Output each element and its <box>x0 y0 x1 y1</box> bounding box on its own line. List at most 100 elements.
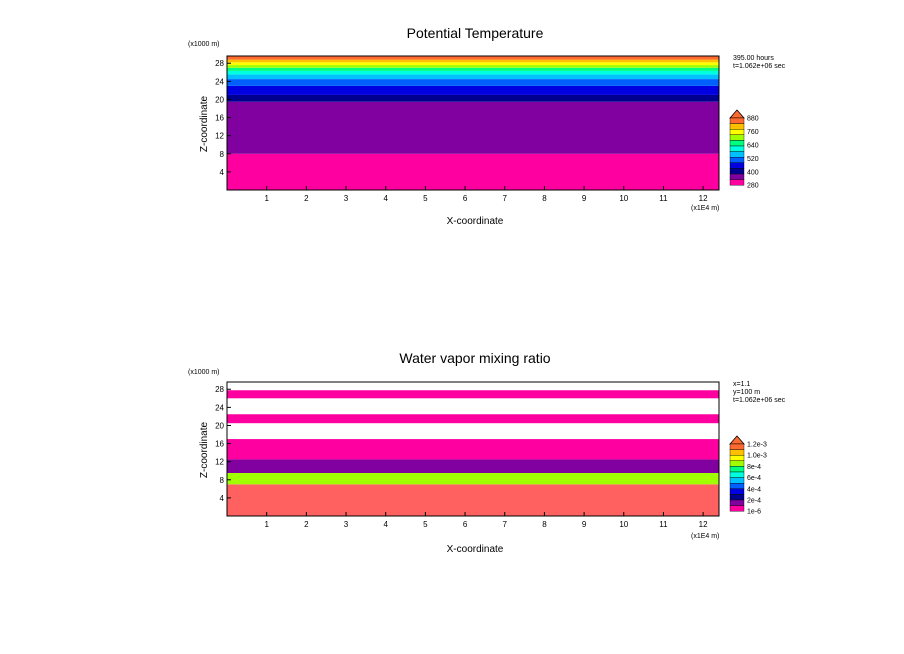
x-unit-label: (x1E4 m) <box>691 205 719 212</box>
contour-band <box>227 484 719 516</box>
info-line-2: y=100 m <box>733 389 760 396</box>
colorbar-label: 760 <box>747 129 759 136</box>
contour-band <box>227 65 719 68</box>
colorbar-legend: 880 760 640 520 400 280 <box>729 109 759 190</box>
x-tick-label: 3 <box>344 520 349 529</box>
x-axis-label: X-coordinate <box>447 544 504 555</box>
colorbar-label: 640 <box>747 142 759 149</box>
colorbar-swatch <box>729 460 745 467</box>
colorbar-swatch <box>729 134 745 141</box>
contour-band <box>227 390 719 399</box>
info-line-1: x=1.1 <box>733 381 750 388</box>
y-tick-label: 28 <box>215 59 224 68</box>
panel-water-vapor: Water vapor mixing ratio (x1000 m) x=1.1… <box>188 350 786 555</box>
chart-title: Potential Temperature <box>407 25 544 41</box>
colorbar-label: 4e-4 <box>747 486 761 493</box>
y-axis-label: Z-coordinate <box>199 421 210 478</box>
colorbar-label: 6e-4 <box>747 475 761 482</box>
colorbar-legend: 1.2e-3 1.0e-3 8e-4 6e-4 4e-4 2e-4 1e-6 <box>729 435 767 516</box>
y-tick-label: 20 <box>215 95 224 104</box>
colorbar-swatch <box>729 117 745 124</box>
colorbar-swatch <box>729 449 745 456</box>
x-tick-label: 6 <box>463 194 468 203</box>
colorbar-label: 1.2e-3 <box>747 442 767 449</box>
colorbar-label: 400 <box>747 169 759 176</box>
y-tick-label: 12 <box>215 458 224 467</box>
colorbar-swatch <box>729 505 745 512</box>
colorbar-swatch <box>729 145 745 152</box>
y-tick-label: 12 <box>215 132 224 141</box>
plot-frame <box>226 55 720 191</box>
x-tick-label: 7 <box>503 520 508 529</box>
panel-potential-temperature: Potential Temperature (x1000 m) 395.00 h… <box>188 25 786 227</box>
x-tick-label: 9 <box>582 194 587 203</box>
colorbar-swatch <box>729 140 745 147</box>
x-tick-label: 11 <box>659 520 668 529</box>
colorbar-arrow <box>729 435 745 445</box>
y-tick-label: 8 <box>220 150 225 159</box>
colorbar-swatch <box>729 466 745 473</box>
colorbar-swatch <box>729 477 745 484</box>
y-unit-label: (x1000 m) <box>188 41 220 48</box>
colorbar-swatch <box>729 162 745 169</box>
x-tick-label: 12 <box>699 194 708 203</box>
x-axis-label: X-coordinate <box>447 216 504 227</box>
x-tick-label: 1 <box>264 194 269 203</box>
colorbar-swatch <box>729 151 745 158</box>
x-tick-label: 8 <box>542 194 547 203</box>
contour-band <box>227 439 719 460</box>
y-unit-label: (x1000 m) <box>188 369 220 376</box>
x-tick-label: 10 <box>619 194 628 203</box>
x-tick-label: 8 <box>542 520 547 529</box>
info-line-2: t=1.062e+06 sec <box>733 63 786 70</box>
colorbar-label: 8e-4 <box>747 464 761 471</box>
contour-band <box>227 423 719 440</box>
y-tick-label: 24 <box>215 403 224 412</box>
y-tick-label: 28 <box>215 385 224 394</box>
colorbar-label: 1e-6 <box>747 509 761 516</box>
contour-band <box>227 398 719 415</box>
colorbar-label: 520 <box>747 156 759 163</box>
contour-band <box>227 85 719 95</box>
y-tick-label: 4 <box>220 494 225 503</box>
contour-band <box>227 56 719 60</box>
contour-band <box>227 101 719 154</box>
contour-band <box>227 70 719 75</box>
contour-band <box>227 79 719 86</box>
contour-band <box>227 74 719 80</box>
info-line-1: 395.00 hours <box>733 55 774 62</box>
colorbar-label: 1.0e-3 <box>747 453 767 460</box>
colorbar-swatch <box>729 123 745 130</box>
plot-frame <box>226 381 720 517</box>
x-tick-label: 5 <box>423 520 428 529</box>
y-tick-label: 16 <box>215 114 224 123</box>
x-tick-label: 4 <box>383 194 388 203</box>
x-tick-label: 9 <box>582 520 587 529</box>
colorbar-swatch <box>729 455 745 462</box>
info-line-3: t=1.062e+06 sec <box>733 397 786 404</box>
contour-band <box>227 67 719 71</box>
colorbar-swatch <box>729 471 745 478</box>
y-tick-label: 24 <box>215 77 224 86</box>
y-axis-label: Z-coordinate <box>199 95 210 152</box>
colorbar-swatch <box>729 443 745 450</box>
x-tick-label: 5 <box>423 194 428 203</box>
colorbar-swatch <box>729 168 745 175</box>
y-tick-label: 16 <box>215 440 224 449</box>
contour-band <box>227 472 719 485</box>
x-tick-label: 2 <box>304 194 309 203</box>
colorbar-swatch <box>729 156 745 163</box>
x-tick-label: 1 <box>264 520 269 529</box>
colorbar-swatch <box>729 494 745 501</box>
x-tick-label: 4 <box>383 520 388 529</box>
y-tick-label: 4 <box>220 168 225 177</box>
contour-band <box>227 94 719 102</box>
colorbar-swatch <box>729 483 745 490</box>
contour-band <box>227 59 719 63</box>
x-tick-label: 11 <box>659 194 668 203</box>
contour-band <box>227 153 719 190</box>
colorbar-arrow <box>729 109 745 119</box>
